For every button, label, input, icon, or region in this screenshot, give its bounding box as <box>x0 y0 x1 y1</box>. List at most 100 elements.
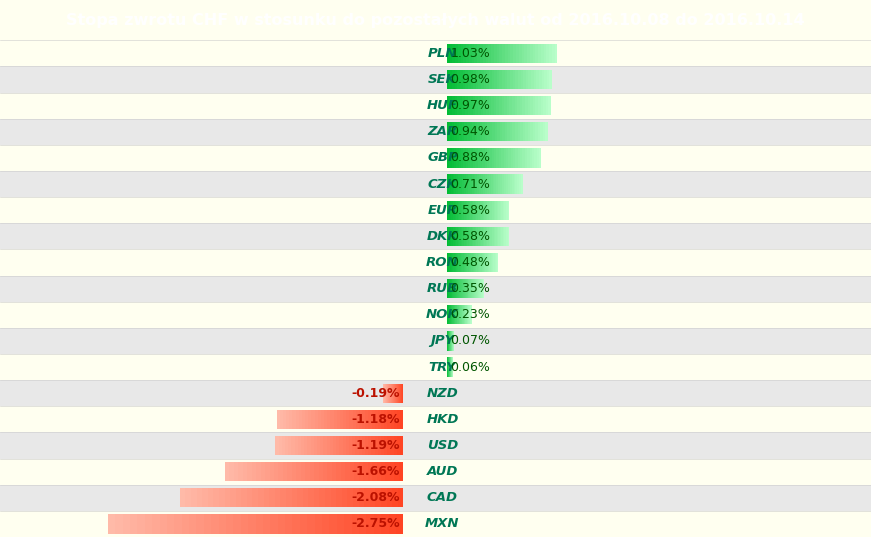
Bar <box>197 488 202 507</box>
Bar <box>256 462 260 481</box>
Bar <box>508 200 510 220</box>
Bar <box>482 279 483 299</box>
Bar <box>483 122 484 141</box>
Bar <box>363 462 368 481</box>
Text: 0.58%: 0.58% <box>450 230 490 243</box>
Bar <box>375 410 378 429</box>
Bar <box>159 514 167 534</box>
Bar <box>461 200 463 220</box>
Bar <box>314 488 320 507</box>
Bar <box>532 43 536 63</box>
Bar <box>468 148 470 168</box>
Bar <box>347 410 349 429</box>
Bar <box>472 43 475 63</box>
Bar <box>362 410 365 429</box>
Bar <box>544 43 546 63</box>
Bar <box>329 514 337 534</box>
Bar <box>381 410 384 429</box>
Bar <box>470 148 473 168</box>
Bar <box>462 279 463 299</box>
Bar <box>340 410 343 429</box>
Bar <box>340 436 342 455</box>
Bar <box>301 436 304 455</box>
Text: 0.97%: 0.97% <box>450 99 490 112</box>
Bar <box>197 514 204 534</box>
Text: PLN: PLN <box>428 47 457 60</box>
Bar <box>308 410 311 429</box>
Bar <box>308 488 314 507</box>
Bar <box>368 462 372 481</box>
Bar <box>489 96 491 115</box>
Bar <box>490 253 492 272</box>
Bar <box>186 488 191 507</box>
Bar <box>454 148 456 168</box>
Bar <box>396 514 403 534</box>
Bar <box>236 488 241 507</box>
Text: 0.06%: 0.06% <box>450 360 490 374</box>
Bar <box>459 279 460 299</box>
Bar <box>475 200 476 220</box>
Bar <box>314 410 318 429</box>
Bar <box>491 43 494 63</box>
Bar <box>500 200 502 220</box>
Bar <box>519 43 522 63</box>
Bar <box>182 514 189 534</box>
Bar <box>0 67 871 92</box>
Bar <box>0 40 871 67</box>
Text: 0.88%: 0.88% <box>450 151 490 164</box>
Text: EUR: EUR <box>428 204 457 217</box>
Bar <box>478 70 481 89</box>
Bar <box>352 514 359 534</box>
Bar <box>552 43 555 63</box>
Bar <box>490 148 492 168</box>
Bar <box>269 462 274 481</box>
Bar <box>492 148 494 168</box>
Bar <box>494 148 496 168</box>
Bar <box>496 175 498 194</box>
Bar <box>492 200 494 220</box>
Bar <box>346 436 349 455</box>
Bar <box>499 70 502 89</box>
Bar <box>496 96 499 115</box>
Bar <box>454 279 455 299</box>
Bar <box>465 96 468 115</box>
Bar <box>467 200 469 220</box>
Bar <box>189 514 197 534</box>
Bar <box>521 175 523 194</box>
Bar <box>108 514 115 534</box>
Bar <box>503 148 506 168</box>
Bar <box>475 279 476 299</box>
Bar <box>496 200 498 220</box>
Bar <box>348 488 353 507</box>
Bar <box>456 148 459 168</box>
Bar <box>226 514 233 534</box>
Bar <box>461 279 462 299</box>
Bar <box>469 175 471 194</box>
Bar <box>365 436 368 455</box>
Bar <box>525 96 528 115</box>
Bar <box>474 253 476 272</box>
Bar <box>463 200 464 220</box>
Bar <box>397 436 400 455</box>
Bar <box>470 200 472 220</box>
Bar <box>507 96 510 115</box>
Bar <box>462 122 464 141</box>
Bar <box>544 96 546 115</box>
Bar <box>517 175 519 194</box>
Bar <box>130 514 138 534</box>
Bar <box>473 279 474 299</box>
Bar <box>508 43 510 63</box>
Bar <box>549 96 551 115</box>
Bar <box>515 96 517 115</box>
Bar <box>246 488 253 507</box>
Bar <box>520 122 523 141</box>
Bar <box>455 200 456 220</box>
Bar <box>394 410 397 429</box>
Bar <box>470 70 473 89</box>
Bar <box>286 488 292 507</box>
Bar <box>0 302 871 328</box>
Text: USD: USD <box>427 439 458 452</box>
Bar <box>473 200 475 220</box>
Bar <box>496 43 499 63</box>
Bar <box>485 43 489 63</box>
